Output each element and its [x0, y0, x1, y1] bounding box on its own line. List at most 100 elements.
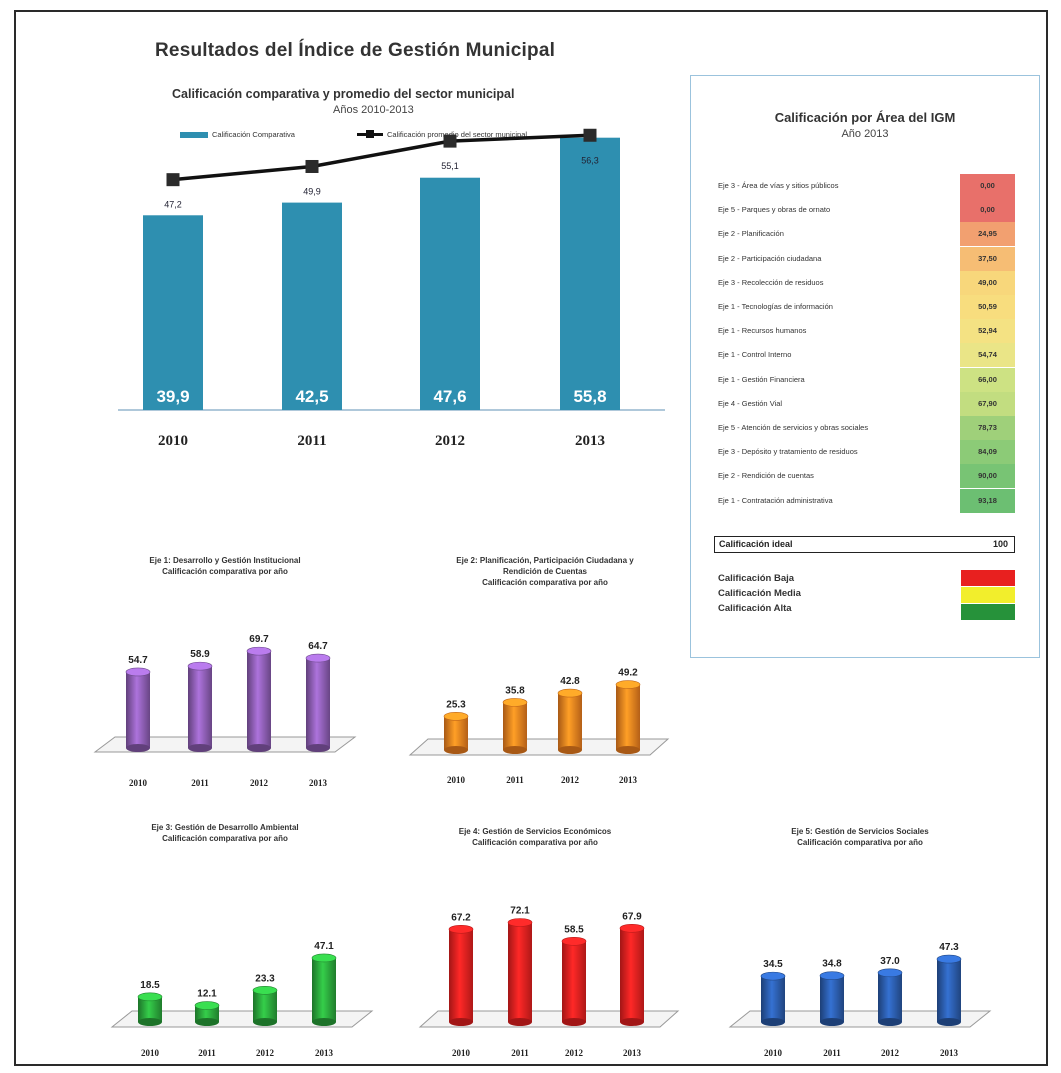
eje4-label-2011: 72.1 — [510, 906, 530, 917]
eje2-bar-base-2013 — [616, 746, 640, 754]
eje2-label-2013: 49.2 — [618, 668, 638, 679]
eje5-bar-2013 — [937, 959, 961, 1022]
eje1-x-tick-2010: 2010 — [129, 778, 148, 788]
eje4-x-tick-2012: 2012 — [565, 1048, 584, 1058]
panel-subtitle: Año 2013 — [841, 128, 889, 140]
eje5-bar-top-2010 — [760, 971, 786, 981]
eje3-title: Eje 3: Gestión de Desarrollo Ambiental C… — [110, 822, 340, 844]
eje4-bar-top-2010 — [448, 924, 474, 934]
eje4-bar-base-2010 — [449, 1018, 473, 1026]
eje5-label-2011: 34.8 — [822, 959, 842, 970]
eje1-x-tick-2012: 2012 — [250, 778, 269, 788]
main-bar-2013 — [560, 137, 620, 411]
area-row: Eje 3 - Recolección de residuos 49,00 — [718, 270, 1015, 295]
area-row-label: Eje 1 - Control Interno — [718, 350, 792, 360]
eje2-title-line: Eje 2: Planificación, Participación Ciud… — [456, 556, 634, 576]
eje5-title-line: Eje 5: Gestión de Servicios Sociales — [791, 827, 929, 836]
area-row: Eje 5 - Parques y obras de ornato 0,00 — [718, 198, 1015, 223]
main-chart-title: Calificación comparativa y promedio del … — [172, 87, 515, 101]
eje5-platform — [728, 1010, 992, 1028]
eje2-platform — [408, 738, 670, 756]
eje1-bar-base-2010 — [126, 744, 150, 752]
area-row: Eje 2 - Planificación 24,95 — [718, 222, 1015, 247]
eje3-bar-base-2012 — [253, 1018, 277, 1026]
eje5-title: Eje 5: Gestión de Servicios Sociales Cal… — [745, 826, 975, 848]
area-row: Eje 5 - Atención de servicios y obras so… — [718, 416, 1015, 440]
area-row-label: Eje 2 - Planificación — [718, 229, 784, 239]
main-avg-point-2012 — [443, 134, 457, 148]
ideal-score-row: Calificación ideal 100 — [714, 536, 1015, 553]
eje3-x-tick-2013: 2013 — [315, 1048, 334, 1058]
main-bar-label-2010: 39,9 — [156, 387, 189, 406]
level-swatch — [961, 587, 1015, 603]
eje4-label-2010: 67.2 — [451, 912, 471, 923]
area-row: Eje 3 - Área de vías y sitios públicos 0,… — [718, 174, 1015, 198]
eje1-bar-top-2013 — [305, 653, 331, 663]
legend-item-bar: Calificación Comparativa — [180, 130, 295, 139]
eje2-bar-top-2012 — [557, 688, 583, 698]
main-avg-point-2011 — [305, 159, 319, 173]
eje4-bar-2010 — [449, 929, 473, 1022]
eje1-bar-top-2011 — [187, 661, 213, 671]
area-row: Eje 1 - Gestión Financiera 66,00 — [718, 367, 1015, 392]
area-row: Eje 1 - Control Interno 54,74 — [718, 343, 1015, 368]
eje5-bar-top-2012 — [877, 968, 903, 978]
eje1-bar-2010 — [126, 671, 150, 748]
eje3-x-tick-2012: 2012 — [256, 1048, 275, 1058]
eje1-label-2010: 54.7 — [128, 655, 148, 666]
eje5-x-tick-2012: 2012 — [881, 1048, 900, 1058]
eje3-bar-base-2010 — [138, 1018, 162, 1026]
eje4-bar-2011 — [508, 922, 532, 1022]
area-row-label: Eje 3 - Área de vías y sitios públicos — [718, 181, 839, 190]
eje2-label-2012: 42.8 — [560, 676, 580, 687]
area-row-label: Eje 2 - Participación ciudadana — [718, 253, 822, 263]
eje2-bar-top-2011 — [502, 698, 528, 707]
eje2-bar-2011 — [503, 702, 527, 750]
eje3-bar-base-2011 — [195, 1018, 219, 1026]
eje3-bar-top-2010 — [137, 992, 163, 1002]
eje5-bar-top-2013 — [936, 954, 962, 964]
legend-label-line: Calificación promedio del sector municip… — [387, 130, 528, 139]
eje2-x-tick-2010: 2010 — [447, 775, 466, 785]
eje2-bar-2013 — [616, 684, 640, 750]
eje3-label-2012: 23.3 — [255, 973, 275, 984]
area-row-label: Eje 1 - Tecnologías de información — [718, 302, 833, 311]
eje5-bar-base-2011 — [820, 1018, 844, 1026]
area-row-value: 93,18 — [960, 488, 1015, 513]
area-row-value: 78,73 — [960, 416, 1015, 440]
area-row-label: Eje 1 - Recursos humanos — [718, 326, 807, 336]
eje4-title: Eje 4: Gestión de Servicios Económicos C… — [420, 826, 650, 848]
eje1-label-2012: 69.7 — [249, 634, 269, 645]
eje3-label-2013: 47.1 — [314, 941, 334, 952]
area-row: Eje 2 - Rendición de cuentas 90,00 — [718, 464, 1015, 489]
eje1-title-line: Eje 1: Desarrollo y Gestión Instituciona… — [149, 556, 301, 565]
eje1-subtitle: Calificación comparativa por año — [162, 567, 288, 576]
level-label: Calificación Baja — [718, 573, 795, 584]
eje3-bar-2013 — [312, 957, 336, 1022]
eje2-bar-base-2012 — [558, 746, 582, 754]
eje4-bar-base-2011 — [508, 1018, 532, 1026]
legend-swatch-bar — [180, 131, 208, 138]
main-avg-point-2010 — [166, 173, 180, 187]
level-swatch — [961, 604, 1015, 620]
eje4-label-2013: 67.9 — [622, 911, 642, 922]
main-line-label-2011: 49,9 — [303, 186, 321, 196]
eje4-bar-2012 — [562, 941, 586, 1022]
area-row-label: Eje 1 - Gestión Financiera — [718, 374, 805, 384]
eje2-x-tick-2013: 2013 — [619, 775, 638, 785]
legend-swatch-line — [357, 130, 383, 138]
eje1-label-2013: 64.7 — [308, 641, 328, 652]
eje2-label-2011: 35.8 — [505, 685, 525, 696]
eje4-bar-2013 — [620, 928, 644, 1022]
main-line-label-2012: 55,1 — [441, 161, 459, 171]
area-row: Eje 2 - Participación ciudadana 37,50 — [718, 246, 1015, 271]
main-x-tick-2010: 2010 — [158, 433, 188, 449]
eje1-bar-base-2011 — [188, 744, 212, 752]
eje1-bar-top-2012 — [246, 646, 272, 656]
eje5-x-tick-2013: 2013 — [940, 1048, 959, 1058]
area-row-value: 37,50 — [960, 246, 1015, 271]
ideal-score-label: Calificación ideal — [719, 539, 793, 549]
main-line-label-2010: 47,2 — [164, 200, 182, 210]
main-bar-label-2012: 47,6 — [433, 387, 466, 406]
